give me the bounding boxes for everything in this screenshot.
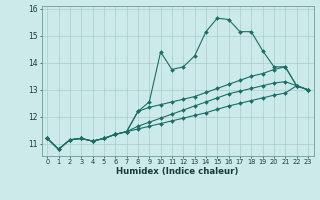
X-axis label: Humidex (Indice chaleur): Humidex (Indice chaleur) [116,167,239,176]
